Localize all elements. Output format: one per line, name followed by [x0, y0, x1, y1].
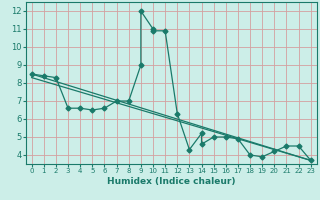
- X-axis label: Humidex (Indice chaleur): Humidex (Indice chaleur): [107, 177, 236, 186]
